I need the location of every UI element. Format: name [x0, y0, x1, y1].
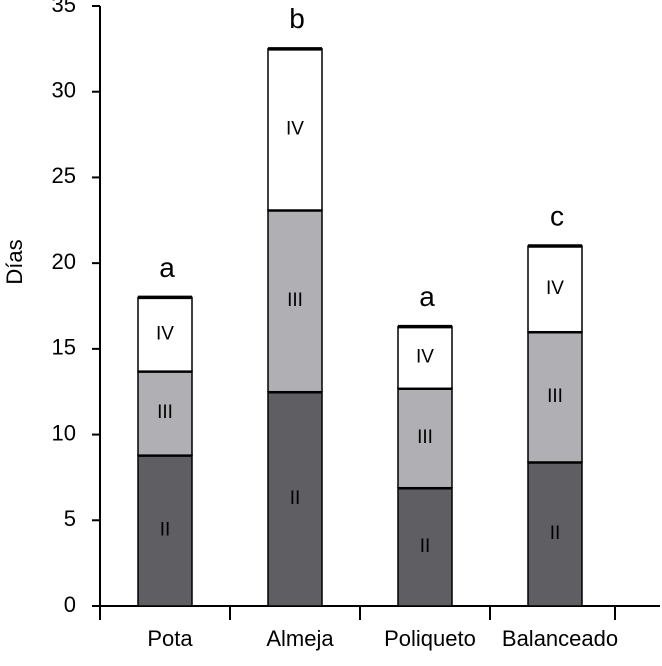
bar-segment — [527, 245, 583, 333]
bar-segment — [137, 454, 193, 607]
segment-label: IV — [546, 278, 564, 299]
segment-label: III — [157, 402, 173, 423]
x-tick-label: Almeja — [266, 626, 334, 651]
bar-segment — [267, 48, 323, 211]
segment-label: II — [550, 523, 561, 544]
group-label: c — [550, 200, 564, 231]
y-tick-label: 30 — [52, 78, 76, 103]
bar-segment — [137, 296, 193, 372]
segment-label: II — [290, 488, 301, 509]
y-tick-label: 35 — [52, 0, 76, 17]
group-label: a — [159, 252, 175, 283]
segment-label: III — [547, 386, 563, 407]
x-tick-label: Poliqueto — [384, 626, 476, 651]
group-label: b — [289, 3, 305, 34]
y-tick-label: 20 — [52, 249, 76, 274]
group-label: a — [419, 281, 435, 312]
bar-segment — [267, 390, 323, 607]
segment-label: IV — [156, 323, 174, 344]
bar-segment — [527, 461, 583, 607]
y-tick-label: 5 — [64, 506, 76, 531]
y-axis-label: Días — [2, 239, 27, 284]
bar-segment — [267, 209, 323, 393]
segment-label: IV — [286, 118, 304, 139]
bar-segment — [137, 370, 193, 456]
segment-label: III — [417, 427, 433, 448]
segment-label: II — [160, 520, 171, 541]
y-tick-label: 25 — [52, 163, 76, 188]
segment-label: III — [287, 290, 303, 311]
segment-label: II — [420, 536, 431, 557]
segment-label: IV — [416, 346, 434, 367]
y-tick-label: 15 — [52, 335, 76, 360]
x-tick-label: Balanceado — [502, 626, 618, 651]
y-tick-label: 0 — [64, 592, 76, 617]
bar-segment — [397, 486, 453, 607]
x-tick-label: Pota — [147, 626, 193, 651]
bar-segment — [527, 330, 583, 463]
y-tick-label: 10 — [52, 420, 76, 445]
bar-segment — [397, 325, 453, 390]
